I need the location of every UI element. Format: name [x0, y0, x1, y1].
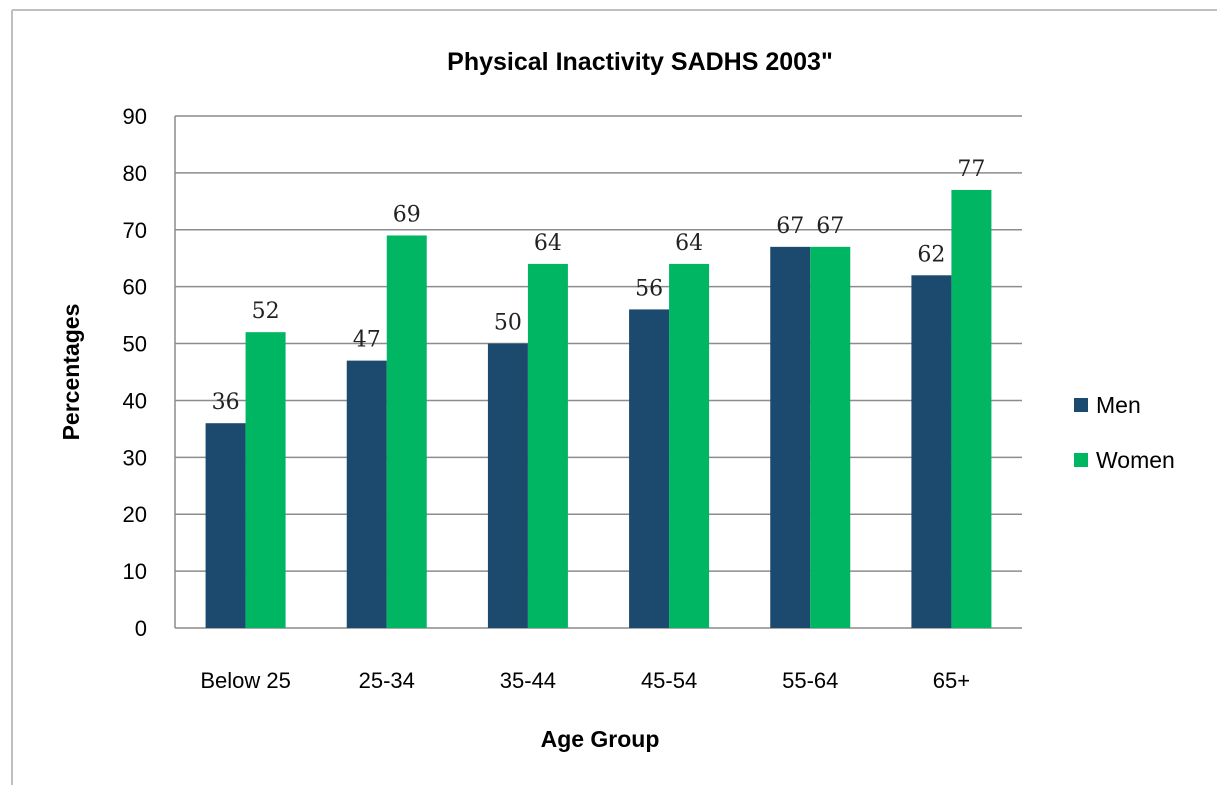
bar-women-2	[386, 235, 427, 628]
legend-label-women: Women	[1096, 447, 1175, 473]
x-tick-label: 55-64	[782, 668, 838, 693]
x-axis-ticks: Below 25 25-34 35-44 45-54 55-64 65+	[200, 668, 970, 693]
bar-women-4	[669, 263, 710, 628]
data-label: 36	[212, 390, 240, 415]
y-axis-label: Percentages	[58, 304, 84, 441]
y-tick-label: 50	[123, 332, 147, 357]
bar-men-5	[770, 246, 811, 628]
y-tick-label: 10	[123, 559, 147, 584]
y-tick-label: 80	[123, 161, 147, 186]
x-tick-label: Below 25	[200, 668, 291, 693]
bar-men-3	[487, 343, 528, 628]
x-tick-label: 65+	[933, 668, 970, 693]
legend-swatch-men	[1074, 398, 1088, 412]
data-label: 69	[393, 202, 421, 227]
bar-women-3	[527, 263, 568, 628]
grid-lines	[174, 115, 1022, 629]
y-tick-label: 60	[123, 275, 147, 300]
bar-men-2	[346, 360, 387, 628]
data-label: 64	[675, 231, 703, 256]
legend-label-men: Men	[1096, 392, 1141, 418]
bars	[205, 189, 992, 628]
chart-border	[11, 9, 1217, 785]
bar-women-6	[951, 189, 992, 628]
data-label: 77	[957, 157, 985, 182]
data-label: 47	[353, 328, 381, 353]
x-tick-label: 45-54	[641, 668, 697, 693]
legend: Men Women	[1074, 392, 1175, 473]
y-tick-label: 40	[123, 388, 147, 413]
y-tick-label: 90	[123, 104, 147, 129]
data-label: 67	[776, 214, 804, 239]
data-label: 62	[917, 242, 945, 267]
bar-women-5	[810, 246, 851, 628]
data-labels: 36 52 47 69 50 64 56 64 67 67 62 77	[212, 157, 986, 415]
data-label: 64	[534, 231, 562, 256]
data-label: 50	[494, 311, 522, 336]
data-label: 52	[252, 299, 280, 324]
y-axis-ticks: 0 10 20 30 40 50 60 70 80 90	[123, 104, 147, 641]
x-axis-label: Age Group	[541, 726, 660, 752]
x-tick-label: 25-34	[359, 668, 415, 693]
chart-title: Physical Inactivity SADHS 2003"	[447, 48, 833, 76]
bar-women-1	[245, 332, 286, 628]
y-tick-label: 20	[123, 502, 147, 527]
y-tick-label: 0	[135, 616, 147, 641]
y-tick-label: 30	[123, 445, 147, 470]
bar-men-4	[629, 309, 670, 628]
y-tick-label: 70	[123, 218, 147, 243]
x-tick-label: 35-44	[500, 668, 556, 693]
data-label: 67	[816, 214, 844, 239]
bar-men-6	[911, 275, 952, 628]
bar-men-1	[205, 423, 246, 628]
legend-swatch-women	[1074, 453, 1088, 467]
data-label: 56	[635, 276, 663, 301]
